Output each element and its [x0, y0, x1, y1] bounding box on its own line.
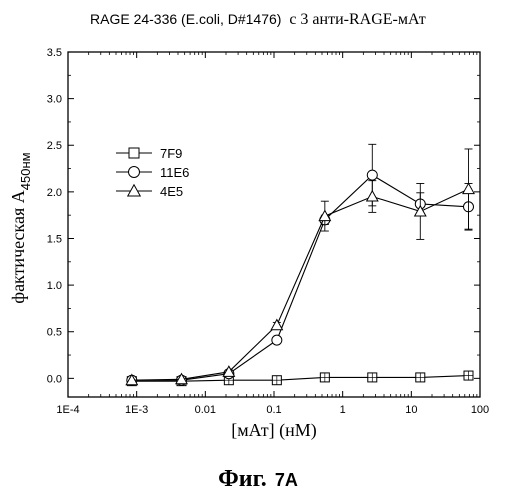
x-tick-label: 1E-4: [56, 404, 79, 416]
legend-item-7f9: 7F9: [116, 146, 182, 161]
legend-marker-4e5: [128, 185, 141, 196]
chart-title-secondary: с 3 анти-RAGE-мАт: [289, 11, 425, 28]
caption-prefix: Фиг.: [218, 466, 267, 492]
legend-label: 4E5: [160, 184, 183, 199]
y-tick-label: 3.0: [47, 94, 62, 106]
series-line-4e5: [132, 189, 469, 380]
y-tick-label: 2.0: [47, 187, 62, 199]
y-axis-label: фактическая A450нм: [8, 152, 33, 303]
y-tick-label: 2.5: [47, 140, 62, 152]
data-point-4e5: [463, 183, 474, 193]
chart-title-main: RAGE 24-336 (E.coli, D#1476): [90, 11, 281, 27]
legend-item-11e6: 11E6: [116, 165, 189, 180]
y-axis-label-sub: 450нм: [18, 152, 33, 190]
x-tick-label: 1E-3: [125, 404, 148, 416]
y-tick-label: 0.5: [47, 327, 62, 339]
y-tick-label: 1.5: [47, 233, 62, 245]
data-point-11e6: [367, 170, 377, 180]
legend-marker-7f9: [129, 148, 139, 158]
data-point-4e5: [367, 191, 378, 201]
chart-title: RAGE 24-336 (E.coli, D#1476) с 3 анти-RA…: [90, 11, 426, 28]
x-axis-label: [мАт] (нМ): [231, 420, 316, 441]
x-tick-label: 1: [340, 404, 346, 416]
x-tick-label: 0.01: [195, 404, 216, 416]
series-11e6: [127, 144, 474, 385]
plot-frame: [68, 52, 480, 397]
legend-label: 11E6: [160, 165, 189, 180]
x-tick-label: 0.1: [266, 404, 281, 416]
y-axis-label-main: фактическая A: [8, 190, 28, 303]
data-point-4e5: [271, 320, 282, 330]
y-tick-label: 1.0: [47, 280, 62, 292]
legend-marker-11e6: [129, 167, 140, 178]
y-tick-label: 3.5: [47, 47, 62, 59]
legend: 7F9 11E6 4E5: [116, 146, 189, 199]
axis-ticks: 1E-4 1E-3 0.01 0.1 1 10 100 0.0 0.5 1.0 1.5 2.0 2.5 3…: [47, 47, 489, 416]
series-layer: [126, 144, 474, 385]
x-tick-label: 100: [471, 404, 489, 416]
figure-caption: Фиг. 7A: [218, 466, 298, 492]
data-point-11e6: [272, 335, 282, 345]
legend-item-4e5: 4E5: [116, 184, 183, 199]
x-tick-label: 10: [405, 404, 417, 416]
caption-suffix: 7A: [275, 470, 298, 490]
legend-label: 7F9: [160, 146, 182, 161]
y-tick-label: 0.0: [47, 373, 62, 385]
